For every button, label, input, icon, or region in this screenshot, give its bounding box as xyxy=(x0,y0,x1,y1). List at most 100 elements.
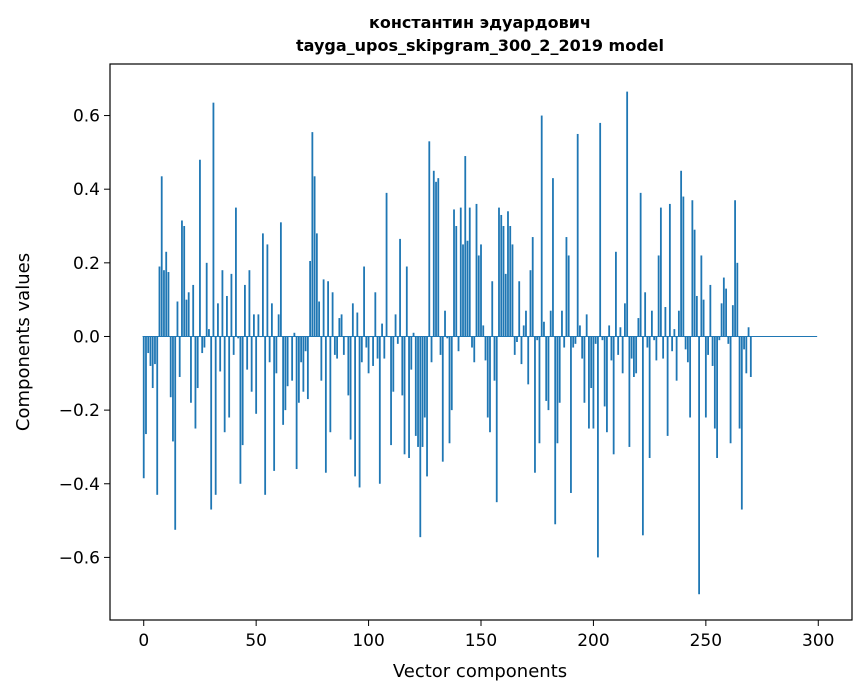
bar-216 xyxy=(628,336,631,447)
bar-132 xyxy=(439,336,442,355)
bar-138 xyxy=(453,209,455,337)
bar-190 xyxy=(570,336,572,493)
bar-69 xyxy=(297,336,300,403)
bar-104 xyxy=(376,336,379,359)
x-tick-label: 0 xyxy=(138,631,149,651)
bar-76 xyxy=(313,176,316,337)
bar-172 xyxy=(529,270,532,337)
bar-198 xyxy=(588,336,590,429)
bar-243 xyxy=(689,336,692,418)
y-axis-ticks: −0.6 −0.4 −0.2 0.0 0.2 0.4 0.6 xyxy=(59,107,110,568)
bar-16 xyxy=(178,336,181,377)
bar-44 xyxy=(241,336,244,446)
y-axis-label: Components values xyxy=(13,253,34,431)
bar-268 xyxy=(745,336,748,374)
bar-92 xyxy=(349,336,352,440)
bar-229 xyxy=(657,255,660,337)
bar-21 xyxy=(190,336,192,403)
bar-219 xyxy=(635,336,638,374)
bar-4 xyxy=(151,336,154,389)
bar-112 xyxy=(394,314,397,337)
bar-136 xyxy=(448,336,451,444)
bar-202 xyxy=(597,336,599,558)
bar-200 xyxy=(592,336,595,429)
bar-11 xyxy=(167,272,170,337)
bar-63 xyxy=(284,336,287,411)
bar-105 xyxy=(378,336,381,484)
bar-159 xyxy=(500,214,503,337)
bar-208 xyxy=(610,336,613,361)
bar-23 xyxy=(194,336,197,429)
bar-255 xyxy=(716,336,718,458)
bar-155 xyxy=(491,281,494,337)
y-tick-label: −0.2 xyxy=(59,401,100,421)
bar-151 xyxy=(482,325,485,337)
bar-88 xyxy=(340,314,343,337)
bar-143 xyxy=(464,156,467,337)
bar-74 xyxy=(309,260,312,337)
x-axis-label: Vector components xyxy=(393,661,567,682)
bar-38 xyxy=(228,336,231,418)
x-tick-label: 150 xyxy=(465,631,497,651)
x-tick-label: 200 xyxy=(577,631,609,651)
bar-40 xyxy=(232,336,235,355)
bar-81 xyxy=(324,336,327,473)
x-tick-label: 250 xyxy=(690,631,722,651)
bar-30 xyxy=(210,336,213,510)
bar-147 xyxy=(473,336,476,363)
bar-126 xyxy=(426,336,428,477)
bar-186 xyxy=(561,310,563,337)
bar-67 xyxy=(293,332,296,337)
bar-9 xyxy=(163,270,165,337)
bar-211 xyxy=(617,336,620,355)
bar-131 xyxy=(437,178,440,337)
bar-141 xyxy=(459,207,462,337)
bar-87 xyxy=(338,318,341,337)
bar-94 xyxy=(354,336,356,477)
bar-100 xyxy=(367,336,370,374)
bar-125 xyxy=(423,336,426,418)
bar-130 xyxy=(435,181,437,337)
bar-254 xyxy=(713,336,716,429)
bar-263 xyxy=(734,200,736,337)
bar-133 xyxy=(441,336,444,462)
bar-13 xyxy=(172,336,174,442)
bar-119 xyxy=(410,336,413,370)
bar-113 xyxy=(396,336,399,344)
bar-102 xyxy=(372,336,374,366)
bar-8 xyxy=(160,176,163,337)
bar-50 xyxy=(255,336,258,414)
bar-245 xyxy=(693,229,696,337)
bar-256 xyxy=(718,336,721,341)
bar-237 xyxy=(675,336,678,381)
bar-175 xyxy=(536,336,539,341)
bar-212 xyxy=(619,327,622,337)
bar-241 xyxy=(684,336,687,350)
bar-114 xyxy=(399,238,401,337)
bar-244 xyxy=(691,200,694,337)
bar-266 xyxy=(740,336,743,510)
bar-43 xyxy=(239,336,242,484)
bar-249 xyxy=(702,299,705,337)
bar-156 xyxy=(493,336,496,381)
plot-frame xyxy=(109,63,853,621)
bar-70 xyxy=(300,336,303,363)
bar-78 xyxy=(318,301,321,337)
bar-236 xyxy=(673,329,676,337)
bar-201 xyxy=(594,336,597,344)
bar-213 xyxy=(621,336,624,374)
bar-35 xyxy=(221,270,224,337)
bar-239 xyxy=(680,170,683,337)
bar-97 xyxy=(360,336,363,363)
bar-242 xyxy=(686,336,689,363)
bar-196 xyxy=(583,336,586,403)
y-tick-label: −0.6 xyxy=(59,548,100,568)
bar-142 xyxy=(462,244,464,337)
bar-10 xyxy=(165,251,168,337)
bar-214 xyxy=(624,303,626,337)
bar-137 xyxy=(450,336,453,411)
bar-230 xyxy=(659,207,662,337)
bar-264 xyxy=(736,262,739,337)
bar-36 xyxy=(223,336,226,433)
